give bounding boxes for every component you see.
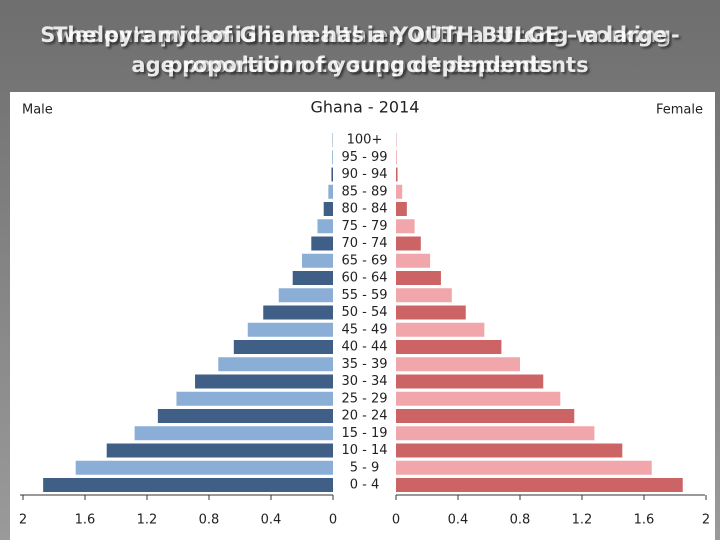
male-bar xyxy=(317,219,333,234)
female-bar xyxy=(396,202,407,216)
female-bar xyxy=(396,253,431,268)
age-label: 0 - 4 xyxy=(350,478,380,493)
female-bar xyxy=(396,288,452,303)
age-label: 50 - 54 xyxy=(341,305,387,320)
legend-male: Male xyxy=(22,103,53,118)
age-label: 60 - 64 xyxy=(341,271,387,286)
male-bar xyxy=(195,374,333,389)
female-bar xyxy=(396,478,683,492)
x-tick-label: 0.4 xyxy=(448,513,469,528)
x-tick-label: 1.2 xyxy=(137,513,158,528)
female-bar xyxy=(396,219,415,234)
male-bar xyxy=(75,460,333,475)
male-bar xyxy=(233,340,333,354)
female-bar xyxy=(396,409,575,423)
slide-title: Sweden's pyramid is healthier, with a st… xyxy=(40,23,680,77)
age-label: 55 - 59 xyxy=(341,288,387,303)
male-bar xyxy=(106,443,333,458)
age-label: 100+ xyxy=(347,133,383,148)
age-label: 35 - 39 xyxy=(341,357,387,372)
age-label: 65 - 69 xyxy=(341,253,387,268)
male-bar xyxy=(263,305,333,320)
slide-title: The pyramid of Ghana has a YOUTH BULGE –… xyxy=(53,23,667,77)
male-bar xyxy=(43,478,334,492)
male-bar xyxy=(247,322,333,337)
female-bar xyxy=(396,184,403,199)
female-bar xyxy=(396,167,398,182)
age-label: 80 - 84 xyxy=(341,202,387,217)
male-bar xyxy=(292,271,333,285)
male-bar xyxy=(218,357,333,372)
legend-female: Female xyxy=(656,103,703,118)
male-bar xyxy=(302,253,333,268)
female-bar xyxy=(396,357,520,372)
age-label: 25 - 29 xyxy=(341,391,387,406)
age-label: 95 - 99 xyxy=(341,150,387,165)
age-label: 10 - 14 xyxy=(341,443,387,458)
x-tick-label: 0.8 xyxy=(199,513,220,528)
age-label: 75 - 79 xyxy=(341,219,387,234)
female-bar xyxy=(396,236,421,251)
age-label: 20 - 24 xyxy=(341,409,387,424)
male-bar xyxy=(332,150,333,165)
female-bar xyxy=(396,305,466,320)
male-bar xyxy=(328,184,333,199)
female-bar xyxy=(396,340,502,354)
age-label: 45 - 49 xyxy=(341,322,387,337)
age-label: 5 - 9 xyxy=(350,460,380,475)
x-tick-label: 2 xyxy=(702,513,710,528)
female-bar xyxy=(396,443,623,458)
age-label: 90 - 94 xyxy=(341,167,387,182)
female-bar xyxy=(396,322,485,337)
male-bar xyxy=(311,236,333,251)
x-tick-label: 0.4 xyxy=(261,513,282,528)
age-label: 70 - 74 xyxy=(341,236,387,251)
female-bar xyxy=(396,374,544,389)
male-bar xyxy=(331,167,333,182)
age-label: 85 - 89 xyxy=(341,184,387,199)
female-bar xyxy=(396,271,441,285)
x-tick-label: 1.6 xyxy=(75,513,96,528)
male-bar xyxy=(134,426,333,441)
x-tick-label: 0.8 xyxy=(510,513,531,528)
age-label: 15 - 19 xyxy=(341,426,387,441)
male-bar xyxy=(278,288,333,303)
female-bar xyxy=(396,460,652,475)
x-tick-label: 1.2 xyxy=(572,513,593,528)
male-bar xyxy=(323,202,333,216)
x-tick-label: 0 xyxy=(329,513,337,528)
female-bar xyxy=(396,391,561,406)
age-label: 40 - 44 xyxy=(341,340,387,355)
age-label: 30 - 34 xyxy=(341,374,387,389)
female-bar xyxy=(396,426,595,441)
chart-title: Ghana - 2014 xyxy=(311,98,420,117)
female-bar xyxy=(396,150,397,165)
male-bar xyxy=(176,391,333,406)
x-tick-label: 1.6 xyxy=(634,513,655,528)
male-bar xyxy=(157,409,333,423)
x-tick-label: 0 xyxy=(392,513,400,528)
x-tick-label: 2 xyxy=(19,513,27,528)
